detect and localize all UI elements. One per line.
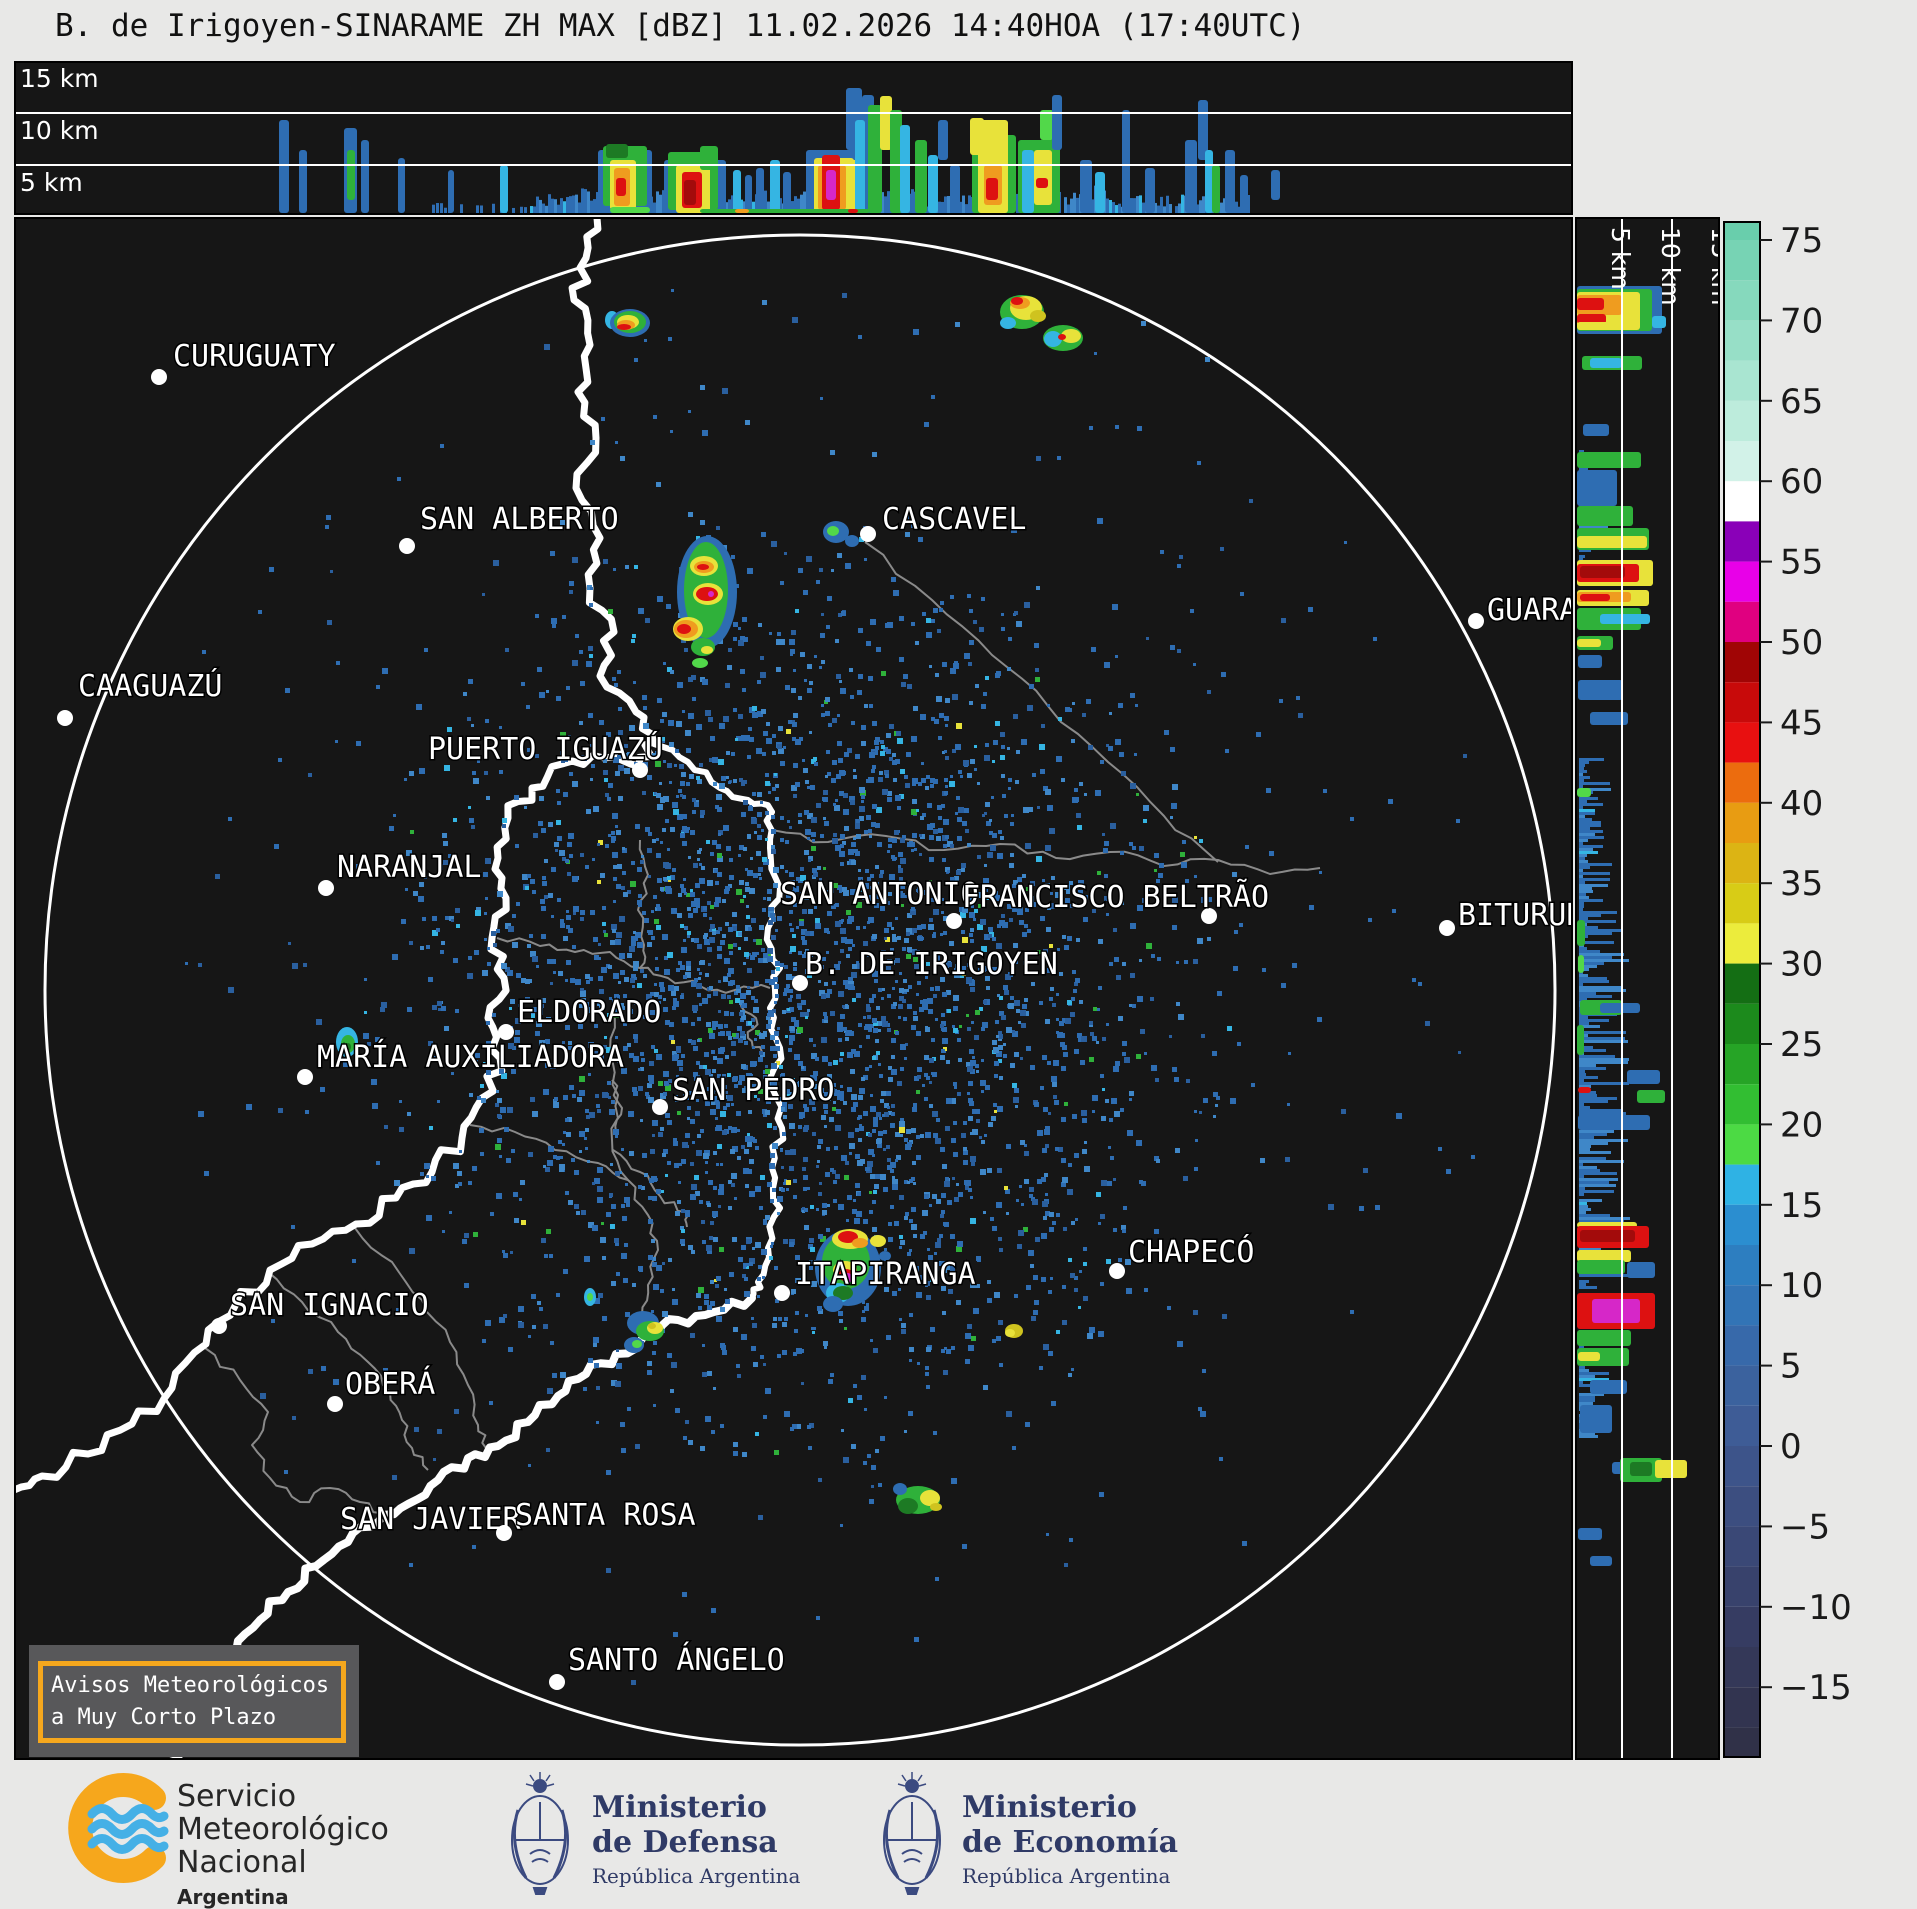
city-marker: SAN ALBERTO [399, 501, 620, 554]
svg-text:40: 40 [1780, 784, 1823, 824]
city-marker: OBERÁ [327, 1365, 437, 1412]
svg-text:25: 25 [1780, 1025, 1823, 1065]
svg-text:BITURUN: BITURUN [1458, 898, 1571, 933]
city-marker: ELDORADO [498, 994, 663, 1040]
city-marker: SAN PEDRO [652, 1072, 836, 1115]
svg-text:−10: −10 [1780, 1588, 1852, 1628]
svg-text:CASCAVEL: CASCAVEL [882, 502, 1027, 537]
svg-text:15: 15 [1780, 1186, 1823, 1226]
city-marker: B. DE IRIGOYEN [792, 946, 1059, 991]
argentina-coat-of-arms-icon [511, 1772, 569, 1895]
city-marker: CAAGUAZÚ [57, 666, 224, 726]
ministry-line: Ministerio [962, 1790, 1137, 1825]
svg-text:ELDORADO: ELDORADO [517, 995, 662, 1030]
svg-text:SANTO ÁNGELO: SANTO ÁNGELO [568, 1642, 785, 1678]
svg-text:0: 0 [1780, 1427, 1802, 1467]
ministry-line: de Economía [962, 1825, 1179, 1860]
smn-logo-text: Servicio Meteorológico Nacional Argentin… [177, 1780, 389, 1909]
city-marker: NARANJAL [318, 849, 483, 896]
svg-text:B. DE IRIGOYEN: B. DE IRIGOYEN [805, 947, 1058, 982]
ministry-line: República Argentina [962, 1864, 1171, 1888]
svg-text:75: 75 [1780, 221, 1823, 261]
svg-text:70: 70 [1780, 301, 1823, 341]
svg-text:5 km: 5 km [20, 168, 83, 197]
warning-line-2: a Muy Corto Plazo [51, 1705, 277, 1730]
svg-text:15 km: 15 km [1706, 227, 1718, 306]
smn-line: Nacional [177, 1845, 307, 1880]
svg-text:GUARA: GUARA [1487, 593, 1571, 628]
city-marker: ITAPIRANGA [774, 1256, 977, 1301]
svg-text:55: 55 [1780, 543, 1823, 583]
svg-text:PUERTO IGUAZÚ: PUERTO IGUAZÚ [428, 730, 663, 767]
svg-text:NARANJAL: NARANJAL [337, 850, 482, 885]
svg-text:−15: −15 [1780, 1668, 1852, 1708]
smn-country: Argentina [177, 1885, 289, 1909]
smn-line: Servicio [177, 1779, 297, 1814]
svg-text:SAN IGNACIO: SAN IGNACIO [230, 1288, 429, 1323]
svg-text:SAN ANTONIO: SAN ANTONIO [780, 877, 979, 912]
city-marker: BITURUN [1439, 897, 1571, 936]
radar-map: CURUGUATY SAN ALBERTO CAAGUAZÚ CASCAVEL PUER… [14, 217, 1573, 1760]
cross-section-ns-plot: 5 km 10 km 15 km [1577, 219, 1718, 1758]
radar-map-plot: CURUGUATY SAN ALBERTO CAAGUAZÚ CASCAVEL PUER… [16, 219, 1571, 1758]
smn-logo-icon [68, 1773, 169, 1883]
svg-text:ITAPIRANGA: ITAPIRANGA [795, 1257, 976, 1292]
svg-text:45: 45 [1780, 703, 1823, 743]
argentina-coat-of-arms-icon [883, 1772, 941, 1895]
city-marker: SANTO ÁNGELO [549, 1641, 786, 1690]
city-marker: CASCAVEL [860, 501, 1028, 542]
svg-text:15 km: 15 km [20, 64, 99, 93]
footer-logos: Servicio Meteorológico Nacional Argentin… [0, 1762, 1917, 1909]
page-title: B. de Irigoyen-SINARAME ZH MAX [dBZ] 11.… [55, 8, 1306, 44]
svg-text:CHAPECÓ: CHAPECÓ [1128, 1233, 1254, 1270]
smn-line: Meteorológico [177, 1812, 389, 1847]
ministry-line: República Argentina [592, 1864, 801, 1888]
city-marker: FRANCISCO BELTRÃO [961, 878, 1271, 924]
warning-banner-frame: Avisos Meteorológicos a Muy Corto Plazo [38, 1661, 346, 1743]
svg-text:CURUGUATY: CURUGUATY [173, 339, 336, 374]
svg-text:SANTA ROSA: SANTA ROSA [515, 1498, 696, 1533]
svg-text:10 km: 10 km [20, 116, 99, 145]
colorbar: 75 70 65 60 55 50 45 40 35 30 25 20 15 10 5 0 −5 −10 −15 [1722, 200, 1917, 1780]
warning-line-1: Avisos Meteorológicos [51, 1673, 330, 1698]
city-marker: GUARA [1468, 592, 1571, 630]
svg-text:65: 65 [1780, 382, 1823, 422]
svg-text:FRANCISCO BELTRÃO: FRANCISCO BELTRÃO [962, 879, 1269, 915]
city-marker: PUERTO IGUAZÚ [427, 729, 664, 778]
vertical-cross-section-ns: 5 km 10 km 15 km [1575, 217, 1720, 1760]
svg-text:CAAGUAZÚ: CAAGUAZÚ [78, 667, 223, 704]
city-marker: SANTA ROSA [496, 1497, 697, 1541]
cross-section-ew-plot: 15 km 10 km 5 km [16, 64, 1571, 213]
ministry-line: Ministerio [592, 1790, 767, 1825]
svg-text:MARÍA AUXILIADORA: MARÍA AUXILIADORA [317, 1039, 624, 1075]
svg-text:10 km: 10 km [1656, 227, 1685, 306]
city-marker: SAN JAVIER [339, 1501, 524, 1539]
city-marker: SAN IGNACIO [211, 1287, 430, 1334]
ministry-line: de Defensa [592, 1825, 778, 1860]
svg-text:SAN JAVIER: SAN JAVIER [340, 1502, 522, 1537]
svg-text:5: 5 [1780, 1347, 1802, 1387]
svg-text:−5: −5 [1780, 1507, 1830, 1547]
svg-text:OBERÁ: OBERÁ [345, 1366, 435, 1402]
city-marker: SAN ANTONIO [779, 876, 980, 929]
city-marker: MARÍA AUXILIADORA [297, 1038, 626, 1085]
svg-text:5 km: 5 km [1606, 227, 1635, 290]
svg-text:50: 50 [1780, 623, 1823, 663]
ministry-defensa-text: Ministerio de Defensa República Argentin… [592, 1790, 800, 1888]
vertical-cross-section-ew: 15 km 10 km 5 km [14, 61, 1573, 215]
svg-text:30: 30 [1780, 945, 1823, 985]
svg-text:SAN ALBERTO: SAN ALBERTO [420, 502, 619, 537]
svg-text:35: 35 [1780, 864, 1823, 904]
svg-text:20: 20 [1780, 1105, 1823, 1145]
svg-text:SAN PEDRO: SAN PEDRO [672, 1073, 835, 1108]
svg-text:10: 10 [1780, 1266, 1823, 1306]
svg-text:60: 60 [1780, 462, 1823, 502]
city-marker: CURUGUATY [151, 338, 337, 385]
warning-banner[interactable]: Avisos Meteorológicos a Muy Corto Plazo [29, 1645, 359, 1757]
ministry-economia-text: Ministerio de Economía República Argenti… [962, 1790, 1178, 1888]
city-marker: CHAPECÓ [1109, 1232, 1256, 1279]
